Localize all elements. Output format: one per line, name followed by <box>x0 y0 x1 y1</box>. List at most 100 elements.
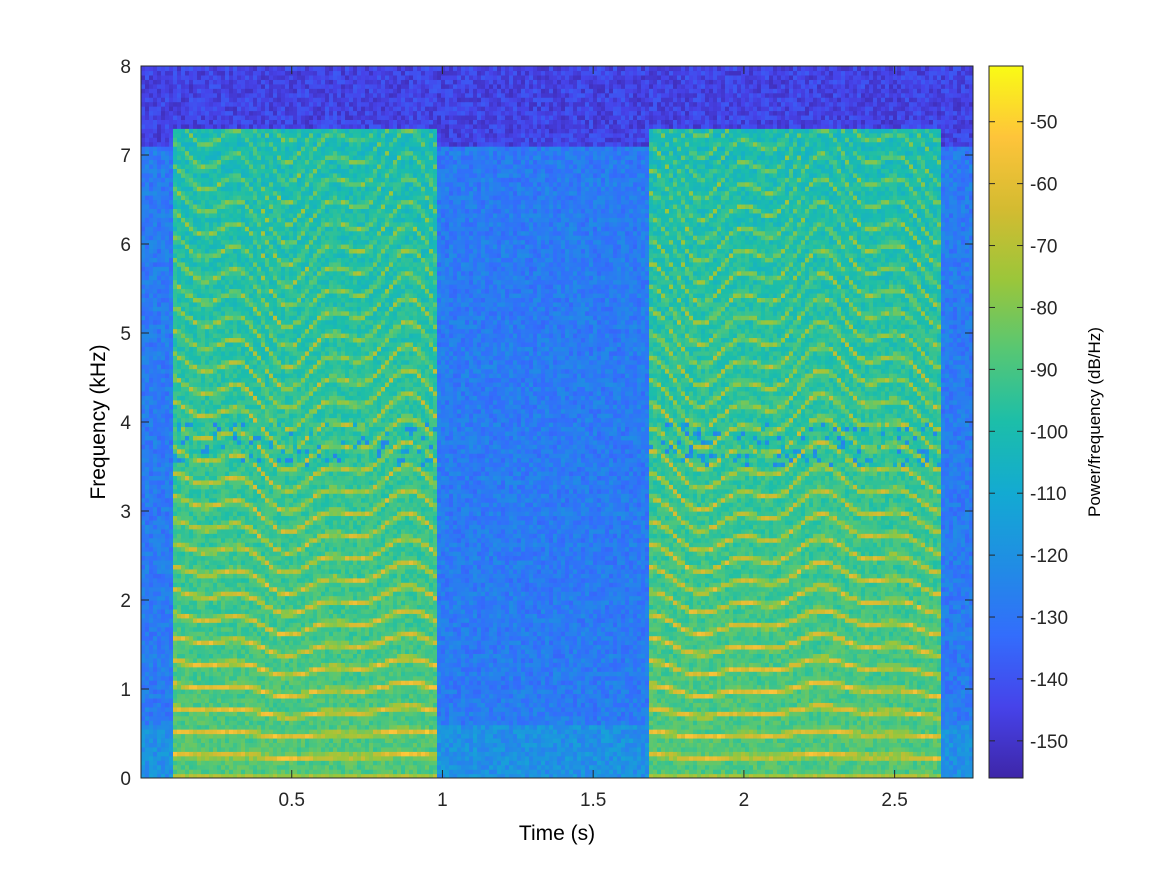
heatmap-cell <box>241 453 246 458</box>
heatmap-cell <box>185 191 190 196</box>
heatmap-cell <box>189 707 194 712</box>
heatmap-cell <box>261 747 266 752</box>
heatmap-cell <box>209 413 214 418</box>
heatmap-cell <box>225 560 230 565</box>
heatmap-cell <box>149 137 154 142</box>
heatmap-cell <box>185 159 190 164</box>
heatmap-cell <box>169 680 174 685</box>
heatmap-cell <box>221 320 226 325</box>
heatmap-cell <box>233 693 238 698</box>
heatmap-cell <box>241 195 246 200</box>
heatmap-cell <box>185 351 190 356</box>
heatmap-cell <box>197 200 202 205</box>
heatmap-cell <box>149 146 154 151</box>
heatmap-cell <box>153 93 158 98</box>
heatmap-cell <box>181 284 186 289</box>
heatmap-cell <box>253 747 258 752</box>
heatmap-cell <box>225 467 230 472</box>
heatmap-cell <box>193 351 198 356</box>
heatmap-cell <box>197 346 202 351</box>
heatmap-cell <box>193 738 198 743</box>
heatmap-cell <box>185 253 190 258</box>
heatmap-cell <box>201 124 206 129</box>
heatmap-cell <box>157 302 162 307</box>
heatmap-cell <box>257 200 262 205</box>
heatmap-cell <box>205 467 210 472</box>
heatmap-cell <box>257 449 262 454</box>
heatmap-cell <box>173 667 178 672</box>
heatmap-cell <box>257 720 262 725</box>
heatmap-cell <box>241 622 246 627</box>
heatmap-cell <box>189 346 194 351</box>
heatmap-cell <box>217 524 222 529</box>
heatmap-cell <box>249 257 254 262</box>
heatmap-cell <box>177 386 182 391</box>
heatmap-cell <box>157 240 162 245</box>
heatmap-cell <box>237 191 242 196</box>
heatmap-cell <box>197 560 202 565</box>
heatmap-cell <box>205 378 210 383</box>
heatmap-cell <box>241 520 246 525</box>
heatmap-cell <box>261 453 266 458</box>
heatmap-cell <box>233 200 238 205</box>
heatmap-cell <box>257 676 262 681</box>
heatmap-cell <box>233 680 238 685</box>
heatmap-cell <box>265 769 270 774</box>
heatmap-cell <box>241 226 246 231</box>
heatmap-cell <box>241 720 246 725</box>
heatmap-cell <box>181 115 186 120</box>
heatmap-cell <box>229 168 234 173</box>
heatmap-cell <box>253 333 258 338</box>
heatmap-cell <box>257 604 262 609</box>
heatmap-cell <box>253 369 258 374</box>
heatmap-cell <box>181 720 186 725</box>
heatmap-cell <box>181 133 186 138</box>
heatmap-cell <box>193 649 198 654</box>
heatmap-cell <box>217 453 222 458</box>
heatmap-cell <box>193 320 198 325</box>
heatmap-cell <box>261 257 266 262</box>
heatmap-cell <box>265 636 270 641</box>
heatmap-cell <box>213 191 218 196</box>
heatmap-cell <box>237 102 242 107</box>
heatmap-cell <box>149 213 154 218</box>
heatmap-cell <box>157 720 162 725</box>
heatmap-cell <box>185 493 190 498</box>
heatmap-cell <box>205 489 210 494</box>
heatmap-cell <box>261 244 266 249</box>
heatmap-cell <box>213 738 218 743</box>
heatmap-cell <box>257 404 262 409</box>
heatmap-cell <box>245 373 250 378</box>
heatmap-cell <box>161 88 166 93</box>
heatmap-cell <box>229 106 234 111</box>
heatmap-cell <box>205 355 210 360</box>
heatmap-cell <box>261 177 266 182</box>
heatmap-cell <box>217 204 222 209</box>
heatmap-cell <box>201 444 206 449</box>
heatmap-cell <box>197 711 202 716</box>
heatmap-cell <box>205 738 210 743</box>
heatmap-cell <box>261 142 266 147</box>
heatmap-cell <box>245 542 250 547</box>
heatmap-cell <box>249 658 254 663</box>
heatmap-cell <box>173 649 178 654</box>
heatmap-cell <box>241 315 246 320</box>
heatmap-cell <box>145 649 150 654</box>
heatmap-cell <box>241 742 246 747</box>
heatmap-cell <box>261 769 266 774</box>
heatmap-cell <box>217 551 222 556</box>
heatmap-cell <box>153 275 158 280</box>
heatmap-cell <box>217 493 222 498</box>
heatmap-cell <box>221 302 226 307</box>
heatmap-cell <box>205 582 210 587</box>
heatmap-cell <box>249 315 254 320</box>
heatmap-cell <box>205 524 210 529</box>
heatmap-cell <box>225 725 230 730</box>
heatmap-cell <box>197 458 202 463</box>
heatmap-cell <box>209 475 214 480</box>
heatmap-cell <box>237 329 242 334</box>
heatmap-cell <box>249 155 254 160</box>
heatmap-cell <box>265 685 270 690</box>
heatmap-cell <box>249 435 254 440</box>
heatmap-cell <box>161 507 166 512</box>
